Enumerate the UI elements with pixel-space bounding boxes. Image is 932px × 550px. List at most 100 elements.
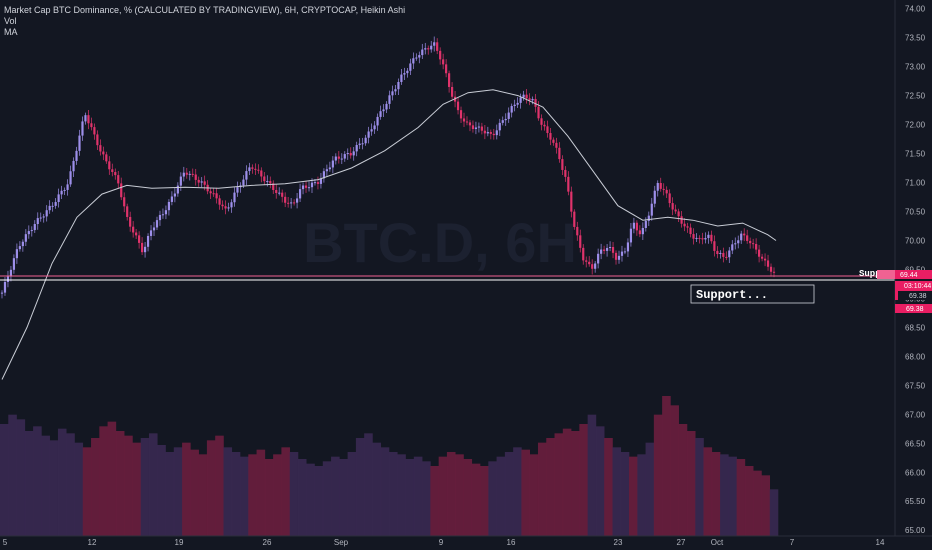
candle-body — [528, 98, 531, 101]
candle-body — [69, 171, 72, 185]
volume-bar — [389, 452, 398, 536]
candle-body — [605, 247, 609, 251]
volume-bar — [322, 461, 332, 536]
time-tick-label: 23 — [614, 538, 623, 547]
candle-body — [424, 48, 427, 50]
candle-body — [707, 234, 710, 239]
candle-body — [462, 118, 466, 122]
volume-bar — [355, 438, 365, 536]
chart-legend: Market Cap BTC Dominance, % (CALCULATED … — [4, 5, 405, 38]
volume-bar — [240, 456, 249, 536]
price-tick-label: 67.00 — [905, 410, 926, 419]
candle-body — [191, 173, 194, 175]
candle-body — [63, 189, 66, 191]
candle-body — [483, 130, 486, 134]
candle-body — [498, 122, 501, 131]
candle-body — [415, 57, 418, 59]
candle-body — [501, 120, 504, 123]
candle-body — [725, 256, 728, 258]
candle-body — [316, 182, 320, 184]
candle-body — [370, 129, 373, 132]
legend-volume[interactable]: Vol — [4, 16, 17, 26]
candle-body — [620, 251, 624, 256]
price-tick-label: 65.50 — [905, 497, 926, 506]
volume-bar — [554, 433, 564, 536]
candle-body — [445, 64, 448, 74]
candle-body — [143, 246, 147, 253]
volume-bar — [91, 438, 100, 536]
candle-body — [343, 154, 346, 159]
candle-body — [358, 143, 361, 146]
volume-bar — [148, 433, 158, 536]
candle-body — [638, 230, 641, 235]
legend-title: Market Cap BTC Dominance, % (CALCULATED … — [4, 5, 406, 15]
candle-body — [179, 176, 182, 186]
volume-bar — [546, 438, 555, 536]
candle-body — [304, 185, 308, 188]
candle-body — [81, 121, 84, 136]
candle-body — [570, 191, 573, 212]
volume-bar — [74, 442, 84, 536]
candle-body — [486, 132, 489, 134]
volume-bar — [761, 475, 771, 536]
volume-bar — [132, 442, 142, 536]
support-note-box — [690, 284, 815, 304]
candle-body — [45, 210, 48, 217]
volume-bar — [645, 442, 655, 536]
candle-body — [146, 235, 150, 247]
volume-bar — [397, 454, 406, 536]
candle-body — [236, 187, 239, 193]
time-axis[interactable]: 5 12 19 26 Sep 9 16 23 27 Oct 7 14 — [3, 538, 885, 547]
candle-body — [755, 244, 758, 250]
legend-ma[interactable]: MA — [4, 27, 18, 37]
candle-body — [394, 89, 397, 92]
volume-bar — [215, 435, 224, 536]
candle-body — [665, 189, 668, 194]
candle-body — [33, 224, 36, 231]
candle-body — [224, 206, 227, 209]
candle-body — [471, 125, 475, 130]
price-tick-label: 68.50 — [905, 323, 926, 332]
candle-body — [519, 97, 522, 103]
candle-body — [355, 145, 358, 152]
candle-body — [737, 240, 740, 244]
candle-body — [6, 276, 10, 283]
candle-body — [278, 192, 281, 194]
candle-body — [513, 104, 516, 107]
candle-body — [558, 147, 561, 160]
time-tick-label: 9 — [439, 538, 444, 547]
pink-price-text: 69.38 — [906, 306, 924, 313]
candle-body — [546, 126, 549, 134]
candle-body — [749, 240, 752, 244]
candle-body — [337, 156, 340, 159]
candle-body — [272, 183, 275, 191]
symbol-watermark: BTC.D, 6H — [303, 211, 577, 274]
volume-bar — [430, 466, 439, 536]
candle-body — [400, 74, 403, 82]
candle-body — [105, 154, 108, 162]
candle-body — [173, 193, 176, 197]
candle-body — [108, 161, 111, 170]
candle-body — [713, 241, 716, 251]
time-tick-label: 27 — [677, 538, 686, 547]
candle-body — [218, 198, 221, 205]
candle-body — [674, 209, 677, 212]
candle-body — [346, 153, 349, 155]
candle-body — [203, 181, 206, 185]
candle-body — [313, 182, 317, 184]
price-labels: 69.44 03:10:44 69.38 69.38 — [877, 270, 932, 313]
volume-bar — [223, 447, 233, 536]
candle-body — [275, 190, 278, 193]
candle-body — [99, 145, 102, 152]
candle-body — [555, 142, 558, 148]
candle-body — [644, 220, 647, 228]
support-note[interactable]: Support... — [690, 284, 815, 304]
volume-bar — [347, 452, 357, 536]
candle-body — [760, 256, 764, 259]
support-tag-left — [877, 270, 895, 279]
support-price-tag — [895, 270, 932, 279]
volume-bar — [364, 433, 373, 536]
candle-body — [510, 106, 513, 113]
candle-body — [680, 216, 683, 224]
